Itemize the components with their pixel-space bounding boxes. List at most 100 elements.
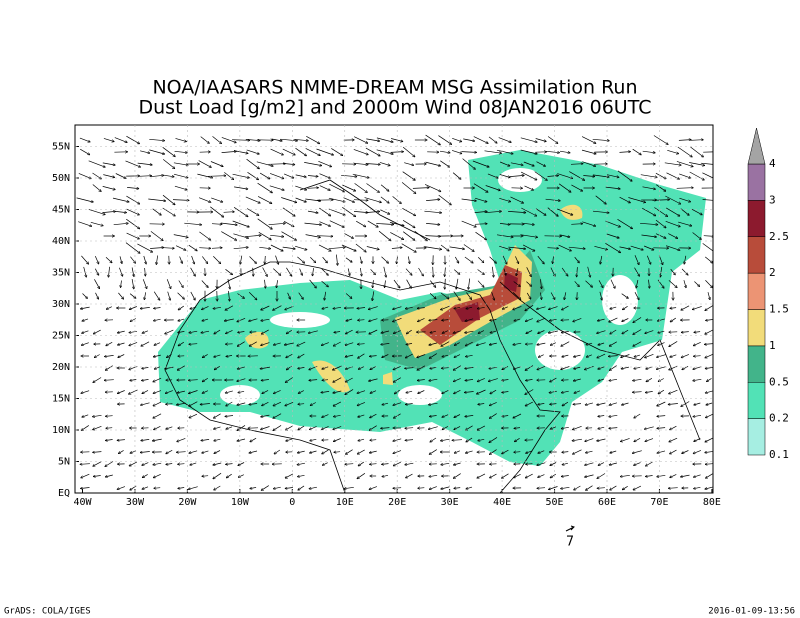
wind-arrow xyxy=(634,354,641,357)
wind-arrow xyxy=(538,330,545,334)
footer-left: GrADS: COLA/IGES xyxy=(4,607,91,617)
wind-arrow xyxy=(379,162,390,165)
wind-arrow xyxy=(211,224,222,225)
lon-label: 0 xyxy=(289,497,295,508)
wind-arrow xyxy=(609,428,618,429)
wind-arrow xyxy=(214,366,220,369)
wind-arrow xyxy=(503,268,506,276)
wind-arrow xyxy=(441,438,450,441)
wind-arrow xyxy=(550,404,557,405)
wind-arrow xyxy=(380,196,389,203)
lon-label: 30W xyxy=(126,497,145,508)
wind-arrow xyxy=(606,233,619,238)
wind-arrow xyxy=(370,464,377,465)
wind-arrow xyxy=(285,473,294,478)
wind-arrow xyxy=(285,425,293,430)
wind-arrow xyxy=(178,305,184,310)
wind-arrow xyxy=(167,291,171,301)
wind-arrow xyxy=(233,150,248,154)
wind-arrow xyxy=(633,341,642,347)
wind-arrow xyxy=(557,173,572,179)
title-line: Dust Load [g/m2] and 2000m Wind 08JAN201… xyxy=(139,97,652,119)
wind-arrow xyxy=(202,256,207,263)
wind-arrow xyxy=(465,355,473,356)
wind-arrow xyxy=(93,476,101,477)
wind-arrow xyxy=(178,341,184,346)
wind-arrow xyxy=(550,462,557,466)
wind-arrow xyxy=(281,197,297,203)
lat-label: EQ xyxy=(58,488,70,499)
wind-arrow xyxy=(246,149,260,154)
wind-arrow xyxy=(694,332,701,333)
wind-arrow xyxy=(405,307,413,308)
wind-arrow xyxy=(558,183,571,192)
wind-arrow xyxy=(468,278,471,290)
wind-arrow xyxy=(261,329,269,334)
wind-arrow xyxy=(298,475,305,476)
wind-arrow xyxy=(585,462,594,465)
wind-arrow xyxy=(329,183,344,192)
wind-arrow xyxy=(658,330,665,333)
wind-arrow xyxy=(165,390,173,394)
wind-arrow xyxy=(657,475,666,476)
wind-arrow xyxy=(581,136,596,144)
wind-arrow xyxy=(197,173,212,178)
wind-arrow xyxy=(179,256,183,264)
wind-arrow xyxy=(477,473,486,478)
wind-arrow xyxy=(549,319,557,320)
wind-arrow xyxy=(198,197,211,203)
wind-arrow xyxy=(108,266,109,277)
wind-arrow xyxy=(178,464,185,465)
wind-arrow xyxy=(547,248,559,249)
wind-arrow xyxy=(656,184,666,192)
wind-arrow xyxy=(201,280,208,288)
wind-arrow xyxy=(466,292,471,300)
wind-arrow xyxy=(105,440,113,441)
wind-arrow xyxy=(510,162,523,165)
wind-arrow xyxy=(513,281,521,287)
wind-arrow xyxy=(523,161,534,166)
wind-arrow xyxy=(465,415,474,416)
wind-arrow xyxy=(273,268,280,276)
wind-arrow xyxy=(105,461,114,467)
wind-arrow xyxy=(640,222,658,224)
wind-arrow xyxy=(655,233,666,239)
wind-arrow xyxy=(477,378,485,381)
wind-arrow xyxy=(328,197,345,202)
wind-arrow xyxy=(129,389,138,394)
wind-arrow xyxy=(322,380,329,381)
wind-arrow xyxy=(574,281,580,286)
wind-arrow xyxy=(199,248,210,249)
wind-arrow xyxy=(502,473,509,478)
wind-arrow xyxy=(489,342,497,345)
wind-arrow xyxy=(569,171,584,181)
wind-arrow xyxy=(174,150,188,152)
wind-arrow xyxy=(597,402,606,405)
wind-arrow xyxy=(76,197,94,202)
wind-arrow xyxy=(514,318,521,321)
wind-arrow xyxy=(477,257,484,262)
wind-arrow xyxy=(358,320,365,321)
wind-arrow xyxy=(261,426,270,430)
wind-arrow xyxy=(653,135,668,145)
wind-arrow xyxy=(634,255,639,264)
wind-arrow xyxy=(520,171,537,180)
wind-arrow xyxy=(237,366,245,369)
wind-arrow xyxy=(658,389,665,394)
wind-arrow xyxy=(129,306,137,310)
wind-arrow xyxy=(166,464,173,465)
wind-arrow xyxy=(80,306,90,309)
wind-arrow xyxy=(633,329,642,335)
wind-arrow xyxy=(535,208,546,216)
wind-arrow xyxy=(426,199,440,200)
wind-arrow xyxy=(598,342,605,345)
wind-arrow xyxy=(309,380,318,381)
wind-arrow xyxy=(177,292,185,299)
wind-arrow xyxy=(153,291,160,301)
wind-arrow xyxy=(678,140,691,141)
wind-arrow xyxy=(537,342,546,345)
wind-arrow xyxy=(137,162,153,165)
wind-arrow xyxy=(442,390,449,393)
